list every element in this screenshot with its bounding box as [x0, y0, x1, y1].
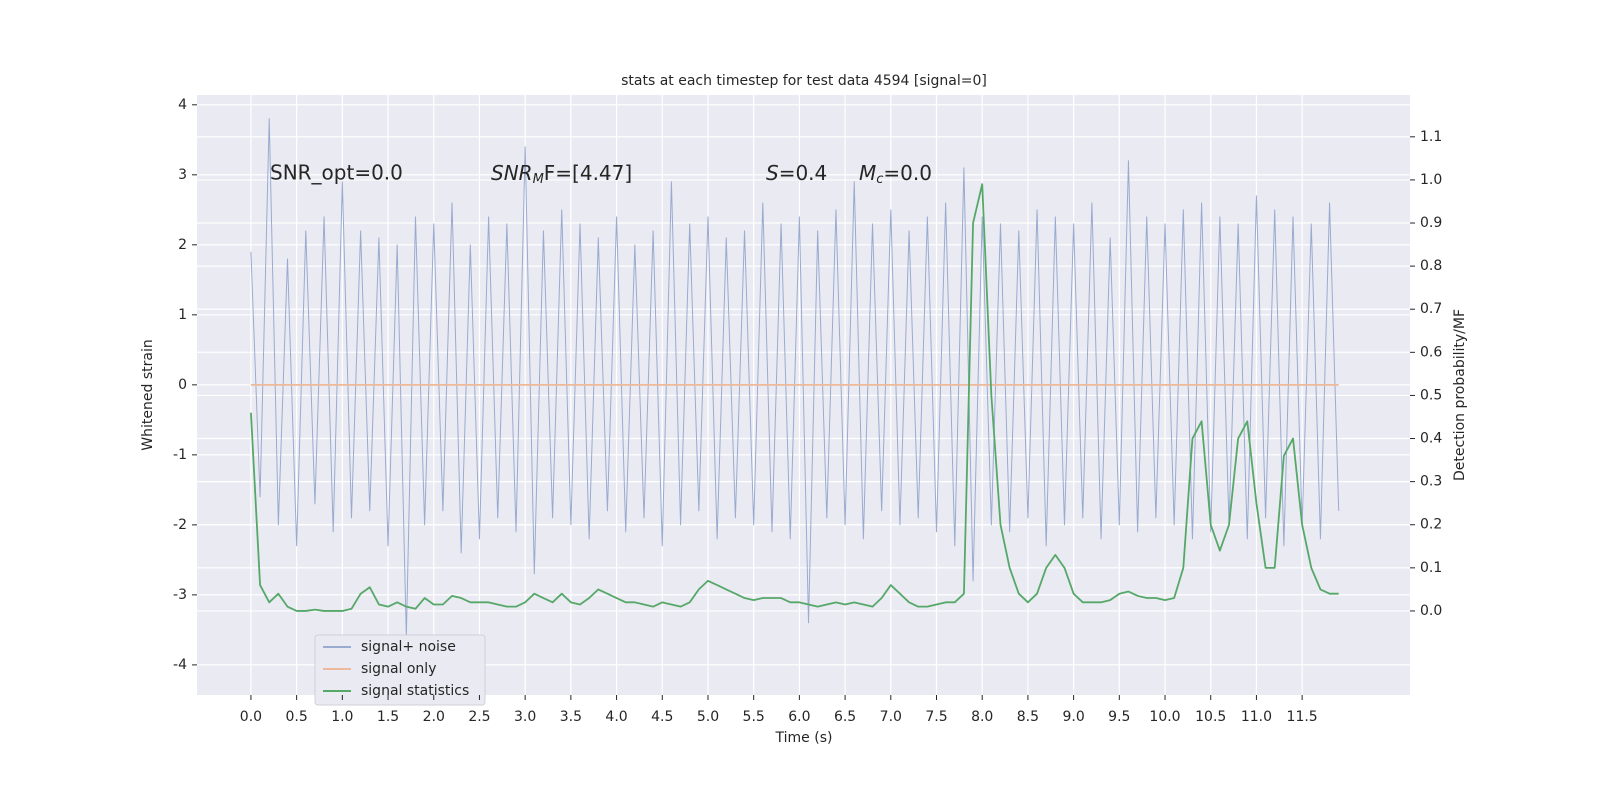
- y2-tick-label: 0.7: [1420, 301, 1442, 317]
- y-tick-label: 3: [178, 167, 187, 183]
- x-tick-label: 7.0: [880, 709, 902, 725]
- y-tick-label: -2: [173, 517, 187, 533]
- legend: signal+ noise signal only signal statistic…: [314, 634, 486, 706]
- x-tick-label: 2.0: [423, 709, 445, 725]
- annotation-sub: M: [533, 172, 544, 187]
- legend-label: signal+ noise: [361, 639, 456, 655]
- y2-tick-label: 0.6: [1420, 344, 1442, 360]
- annotation-part: F=[4.47]: [544, 161, 632, 185]
- x-tick-label: 3.0: [514, 709, 536, 725]
- y2-tick-label: 0.4: [1420, 431, 1442, 447]
- x-tick-label: 8.0: [971, 709, 993, 725]
- x-tick-label: 8.5: [1017, 709, 1039, 725]
- annotation: S=0.4: [766, 161, 827, 185]
- x-tick-label: 10.5: [1195, 709, 1226, 725]
- annotation-part: S: [766, 161, 779, 185]
- legend-box: [314, 634, 486, 706]
- annotation-sub: c: [876, 172, 883, 187]
- y-tick-label: -3: [173, 587, 187, 603]
- y2-tick-label: 1.1: [1420, 129, 1442, 145]
- y-tick-label: 1: [178, 307, 187, 323]
- x-tick-label: 11.5: [1287, 709, 1318, 725]
- x-tick-label: 5.5: [743, 709, 765, 725]
- y-tick-label: 4: [178, 97, 187, 113]
- y2-tick-label: 0.9: [1420, 215, 1442, 231]
- x-tick-label: 7.5: [925, 709, 947, 725]
- x-tick-label: 1.0: [331, 709, 353, 725]
- series-line: [250, 183, 1339, 612]
- y-tick-label: -4: [173, 657, 187, 673]
- x-tick-label: 9.5: [1108, 709, 1130, 725]
- y2-tick-label: 0.8: [1420, 258, 1442, 274]
- annotation: SNRMF=[4.47]: [491, 161, 632, 187]
- annotation-part: M: [859, 161, 876, 185]
- x-tick-label: 0.0: [240, 709, 262, 725]
- chart-title: stats at each timestep for test data 459…: [621, 73, 987, 89]
- x-tick-label: 3.5: [560, 709, 582, 725]
- y2-tick-label: 1.0: [1420, 172, 1442, 188]
- x-tick-label: 9.0: [1062, 709, 1084, 725]
- series-line: [250, 118, 1340, 638]
- y2-axis-label: Detection probability/MF: [1452, 309, 1468, 481]
- y-tick-label: 0: [178, 377, 187, 393]
- x-tick-label: 11.0: [1241, 709, 1272, 725]
- x-tick-label: 6.0: [788, 709, 810, 725]
- y2-tick-label: 0.5: [1420, 387, 1442, 403]
- annotation-part: =0.4: [779, 161, 828, 185]
- annotation: SNR_opt=0.0: [270, 161, 403, 185]
- x-tick-label: 5.0: [697, 709, 719, 725]
- y2-tick-label: 0.1: [1420, 560, 1442, 576]
- annotation-part: SNR: [491, 161, 533, 185]
- x-tick-label: 2.5: [468, 709, 490, 725]
- y2-tick-label: 0.0: [1420, 603, 1442, 619]
- annotation-part: =0.0: [883, 161, 932, 185]
- x-tick-label: 0.5: [286, 709, 308, 725]
- x-tick-label: 4.0: [605, 709, 627, 725]
- y-tick-label: 2: [178, 237, 187, 253]
- x-tick-label: 10.0: [1149, 709, 1180, 725]
- annotation: Mc=0.0: [859, 161, 932, 187]
- y-tick-label: -1: [173, 447, 187, 463]
- y-axis-label: Whitened strain: [140, 339, 156, 450]
- marks: [250, 118, 1340, 638]
- x-tick-label: 4.5: [651, 709, 673, 725]
- x-tick-label: 1.5: [377, 709, 399, 725]
- x-axis-label: Time (s): [775, 730, 833, 746]
- x-tick-label: 6.5: [834, 709, 856, 725]
- legend-label: signal only: [361, 661, 436, 677]
- y2-tick-label: 0.2: [1420, 517, 1442, 533]
- y2-tick-label: 0.3: [1420, 474, 1442, 490]
- legend-label: signal statistics: [361, 683, 469, 699]
